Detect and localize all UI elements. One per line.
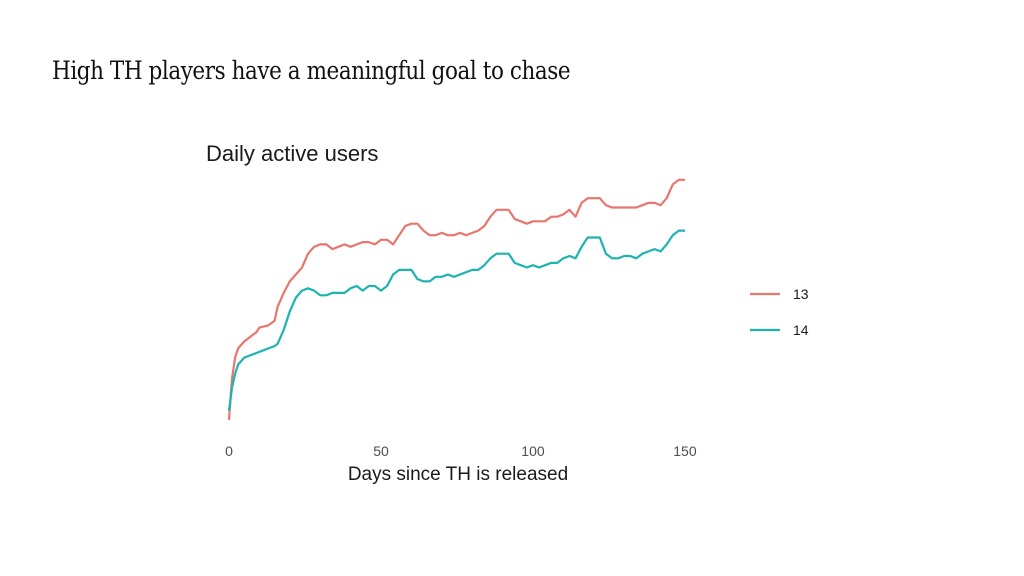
series-line-14 bbox=[227, 229, 685, 411]
x-axis-ticks: 0 50 100 150 bbox=[225, 443, 697, 459]
plot-area bbox=[227, 178, 685, 421]
legend-label: 14 bbox=[793, 322, 809, 338]
x-tick-label: 50 bbox=[373, 443, 389, 459]
x-tick-label: 150 bbox=[673, 443, 697, 459]
chart-title: Daily active users bbox=[206, 141, 378, 166]
legend: 13 14 bbox=[750, 286, 809, 338]
slide-title: High TH players have a meaningful goal t… bbox=[52, 56, 571, 85]
x-tick-label: 100 bbox=[521, 443, 545, 459]
x-axis-label: Days since TH is released bbox=[348, 464, 568, 485]
legend-label: 13 bbox=[793, 286, 809, 302]
series-line-13 bbox=[227, 178, 685, 421]
x-tick-label: 0 bbox=[225, 443, 233, 459]
